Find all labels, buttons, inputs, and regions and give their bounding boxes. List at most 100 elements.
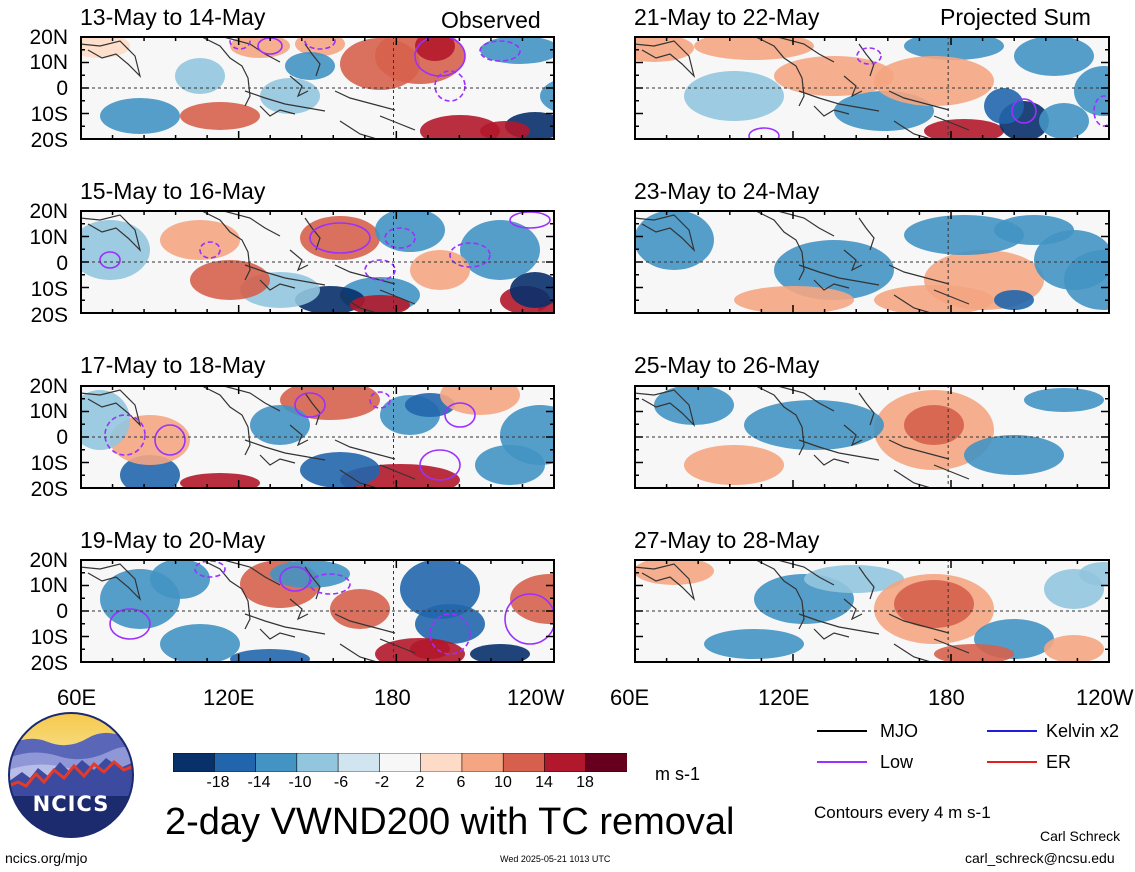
coastline bbox=[858, 392, 875, 426]
footer-timestamp: Wed 2025-05-21 1013 UTC bbox=[500, 854, 611, 864]
coastline bbox=[933, 289, 970, 305]
colorbar-tick-label: 10 bbox=[494, 774, 512, 791]
anomaly-region bbox=[994, 290, 1034, 310]
lat-label: 20N bbox=[29, 26, 68, 49]
tc-contour bbox=[479, 40, 521, 62]
coastline bbox=[933, 638, 970, 654]
anomaly-region bbox=[774, 240, 894, 300]
lon-label-left: 180 bbox=[374, 685, 411, 710]
anomaly-region bbox=[984, 88, 1024, 124]
anomaly-region bbox=[904, 215, 1024, 255]
tc-contour bbox=[229, 36, 251, 50]
legend-swatch-kelvin bbox=[987, 730, 1037, 732]
anomaly-region bbox=[654, 385, 734, 425]
lat-label: 20N bbox=[29, 200, 68, 223]
tc-contour bbox=[194, 560, 226, 578]
coastline bbox=[379, 289, 416, 305]
legend-label-kelvin: Kelvin x2 bbox=[1046, 721, 1120, 741]
coastline bbox=[379, 638, 416, 654]
lat-label: 10N bbox=[29, 51, 68, 74]
coastline bbox=[289, 598, 309, 621]
tc-contour bbox=[504, 593, 555, 645]
colorbar-swatch bbox=[337, 752, 381, 773]
coastline bbox=[753, 210, 805, 281]
coastline bbox=[80, 214, 142, 252]
anomaly-region bbox=[924, 119, 1004, 140]
coastline bbox=[773, 36, 835, 63]
colorbar-swatch bbox=[255, 752, 298, 773]
anomaly-region bbox=[1079, 562, 1110, 586]
coastline bbox=[244, 90, 326, 112]
coastline bbox=[843, 75, 863, 98]
anomaly-region bbox=[250, 405, 310, 445]
coastline bbox=[888, 439, 950, 460]
lon-label-left: 120W bbox=[507, 685, 565, 710]
colorbar-tick-label: 14 bbox=[535, 774, 553, 791]
anomaly-region bbox=[410, 250, 470, 290]
colorbar-swatch bbox=[585, 752, 628, 773]
anomaly-region bbox=[934, 644, 1014, 663]
anomaly-region bbox=[684, 445, 784, 485]
tc-contour bbox=[429, 613, 471, 655]
lon-label-right: 120E bbox=[758, 685, 810, 710]
lat-label: 10S bbox=[30, 278, 68, 301]
anomaly-region bbox=[375, 210, 445, 252]
lat-label: 10S bbox=[30, 626, 68, 649]
colorbar-tick-label: -18 bbox=[206, 774, 230, 791]
anomaly-region bbox=[80, 220, 150, 280]
map-panel-obs-2 bbox=[80, 210, 555, 314]
footer-email: carl_schreck@ncsu.edu bbox=[965, 850, 1115, 866]
anomaly-region bbox=[180, 473, 260, 489]
anomaly-region bbox=[500, 405, 555, 465]
coastline bbox=[798, 90, 880, 112]
coastline bbox=[289, 424, 309, 447]
coastline bbox=[334, 613, 396, 634]
anomaly-region bbox=[994, 215, 1074, 245]
colorbar-swatch bbox=[420, 752, 463, 773]
coastline bbox=[634, 389, 696, 427]
panel-title-obs-2: 15-May to 16-May bbox=[80, 178, 266, 204]
colorbar-swatch bbox=[502, 752, 546, 773]
coastline bbox=[199, 210, 251, 281]
colorbar-tick-label: 6 bbox=[456, 774, 466, 791]
coastline bbox=[379, 464, 416, 480]
coastline bbox=[289, 75, 309, 98]
tc-contour bbox=[384, 227, 416, 249]
coastline bbox=[334, 264, 396, 285]
tc-contour bbox=[1011, 98, 1037, 124]
lat-label: 20N bbox=[29, 375, 68, 398]
legend-swatch-mjo bbox=[817, 730, 867, 732]
tc-contour bbox=[444, 402, 476, 428]
colorbar-tick-label: -10 bbox=[288, 774, 312, 791]
lat-label: 20S bbox=[30, 304, 68, 327]
anomaly-region bbox=[1044, 635, 1104, 663]
lon-label-left: 60E bbox=[57, 685, 97, 710]
colorbar-tick-label: -2 bbox=[374, 774, 390, 791]
anomaly-region bbox=[1064, 250, 1110, 310]
anomaly-region bbox=[1024, 388, 1104, 412]
coastline bbox=[843, 424, 863, 447]
panel-title-proj-4: 27-May to 28-May bbox=[634, 527, 820, 553]
coastline bbox=[199, 559, 251, 630]
coastline bbox=[259, 628, 296, 640]
map-panel-proj-4 bbox=[634, 559, 1110, 663]
tc-contour bbox=[294, 392, 326, 418]
tc-contour bbox=[279, 566, 311, 592]
anomaly-region bbox=[744, 400, 884, 450]
coastline bbox=[334, 439, 396, 460]
panel-title-proj-2: 23-May to 24-May bbox=[634, 178, 820, 204]
colorbar-tick-label: -14 bbox=[247, 774, 271, 791]
tc-contour bbox=[369, 391, 391, 409]
tc-contour bbox=[449, 242, 491, 268]
lon-label-right: 180 bbox=[928, 685, 965, 710]
anomaly-region bbox=[684, 71, 784, 121]
observed-header: Observed bbox=[441, 7, 541, 33]
anomaly-region bbox=[904, 405, 964, 445]
tc-contour bbox=[419, 449, 461, 481]
coastline bbox=[753, 36, 805, 107]
lat-label: 20S bbox=[30, 652, 68, 675]
anomaly-region bbox=[634, 36, 694, 62]
map-panel-proj-2 bbox=[634, 210, 1110, 314]
tc-contour bbox=[99, 251, 121, 269]
anomaly-region bbox=[480, 121, 530, 140]
